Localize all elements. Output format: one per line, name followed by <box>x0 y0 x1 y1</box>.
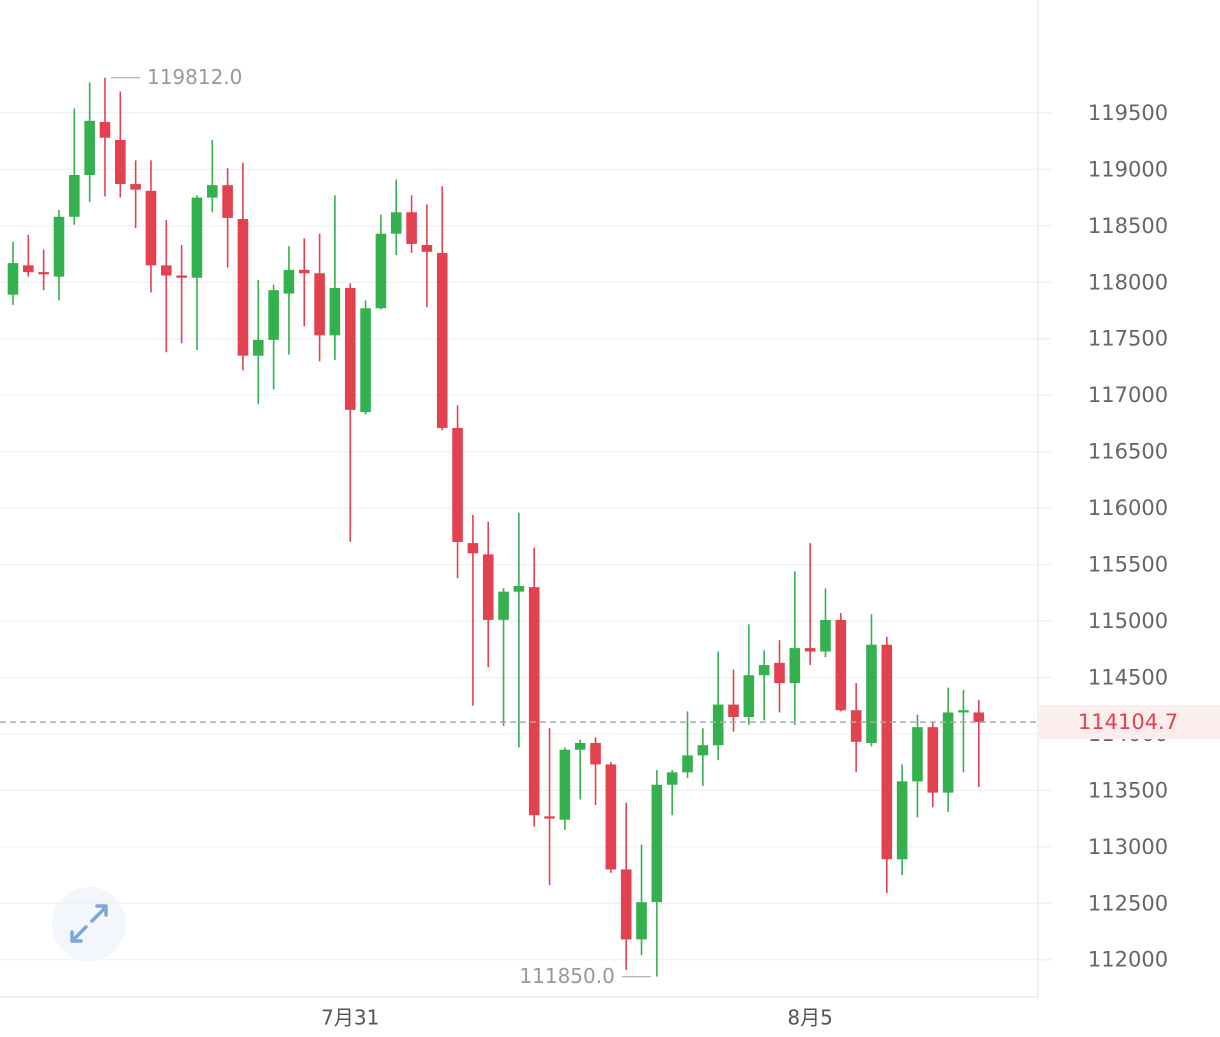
y-tick-label: 117500 <box>1088 327 1168 351</box>
candle-body <box>973 712 985 723</box>
expand-icon[interactable] <box>70 904 108 943</box>
y-tick-label: 115500 <box>1088 553 1168 577</box>
candle-body <box>7 263 19 295</box>
candle-body <box>574 742 586 750</box>
x-tick-label: 7月31 <box>321 1006 379 1030</box>
candle-body <box>176 275 187 278</box>
candle-body <box>912 727 923 782</box>
candle-body <box>927 727 939 793</box>
candle-body <box>482 554 494 620</box>
x-tick-label: 8月5 <box>787 1006 832 1030</box>
candle-body <box>605 764 617 870</box>
last-price-tag <box>1038 705 1220 740</box>
candle-body <box>436 252 448 428</box>
candle-body <box>881 644 893 860</box>
candle-body <box>206 185 218 198</box>
candle-body <box>728 704 739 717</box>
candle-body <box>160 265 172 276</box>
candle-body <box>528 587 540 816</box>
candle-body <box>23 265 34 273</box>
candle-body <box>590 742 601 765</box>
candle-body <box>866 644 877 743</box>
candle-body <box>390 212 402 234</box>
y-tick-label: 119500 <box>1088 101 1168 125</box>
candle-body <box>115 140 126 185</box>
candle-body <box>666 772 678 785</box>
candle-body <box>53 216 65 277</box>
candle-body <box>38 272 49 275</box>
y-tick-label: 113500 <box>1088 778 1168 802</box>
candle-body <box>421 245 433 252</box>
last-price-label: 114104.7 <box>1078 710 1178 734</box>
candle-body <box>513 586 525 592</box>
candle-body <box>252 339 264 356</box>
candle-body <box>498 591 509 620</box>
y-tick-label: 114500 <box>1088 665 1168 689</box>
candle-body <box>804 648 816 652</box>
candle-body <box>896 781 908 860</box>
candle-body <box>84 120 95 176</box>
candle-body <box>360 308 371 413</box>
candle-body <box>375 233 387 309</box>
candle-body <box>283 269 295 294</box>
candle-body <box>314 273 325 336</box>
candle-body <box>222 185 233 218</box>
candle-body <box>758 665 770 676</box>
candle-body <box>697 745 709 756</box>
y-tick-label: 112500 <box>1088 891 1168 915</box>
candle-body <box>850 710 862 742</box>
candle-body <box>344 287 356 410</box>
candle-body <box>191 197 203 278</box>
y-tick-label: 119000 <box>1088 157 1168 181</box>
candle-body <box>544 816 555 819</box>
candle-body <box>268 290 279 340</box>
min-label: 111850.0 <box>519 964 614 988</box>
candle-body <box>329 287 341 336</box>
candle-body <box>130 184 141 190</box>
candle-body <box>237 219 249 356</box>
y-tick-label: 115000 <box>1088 609 1168 633</box>
candle-body <box>467 543 479 554</box>
max-label: 119812.0 <box>147 65 242 89</box>
y-tick-label: 116000 <box>1088 496 1168 520</box>
candle-body <box>298 269 310 274</box>
y-tick-label: 116500 <box>1088 440 1168 464</box>
candle-body <box>820 619 831 652</box>
candle-body <box>789 648 801 684</box>
candle-body <box>620 869 632 940</box>
y-tick-label: 117000 <box>1088 383 1168 407</box>
candle-body <box>452 427 463 542</box>
candle-body <box>712 704 724 746</box>
candle-body <box>145 190 157 266</box>
candle-body <box>406 212 417 244</box>
candle-body <box>774 662 785 684</box>
candle-body <box>651 784 663 903</box>
candle-body <box>69 175 80 217</box>
candle-body <box>99 121 111 138</box>
candle-body <box>835 619 847 711</box>
y-tick-label: 113000 <box>1088 835 1168 859</box>
candle-body <box>636 902 647 940</box>
candle-body <box>682 755 693 773</box>
candle-body <box>958 710 969 713</box>
expand-button[interactable] <box>52 887 126 961</box>
candle-body <box>559 749 571 820</box>
y-tick-label: 118000 <box>1088 270 1168 294</box>
y-tick-label: 112000 <box>1088 948 1168 972</box>
y-tick-label: 118500 <box>1088 214 1168 238</box>
candle-body <box>743 675 755 717</box>
candle-body <box>942 712 954 793</box>
expand-bg[interactable] <box>52 887 126 961</box>
